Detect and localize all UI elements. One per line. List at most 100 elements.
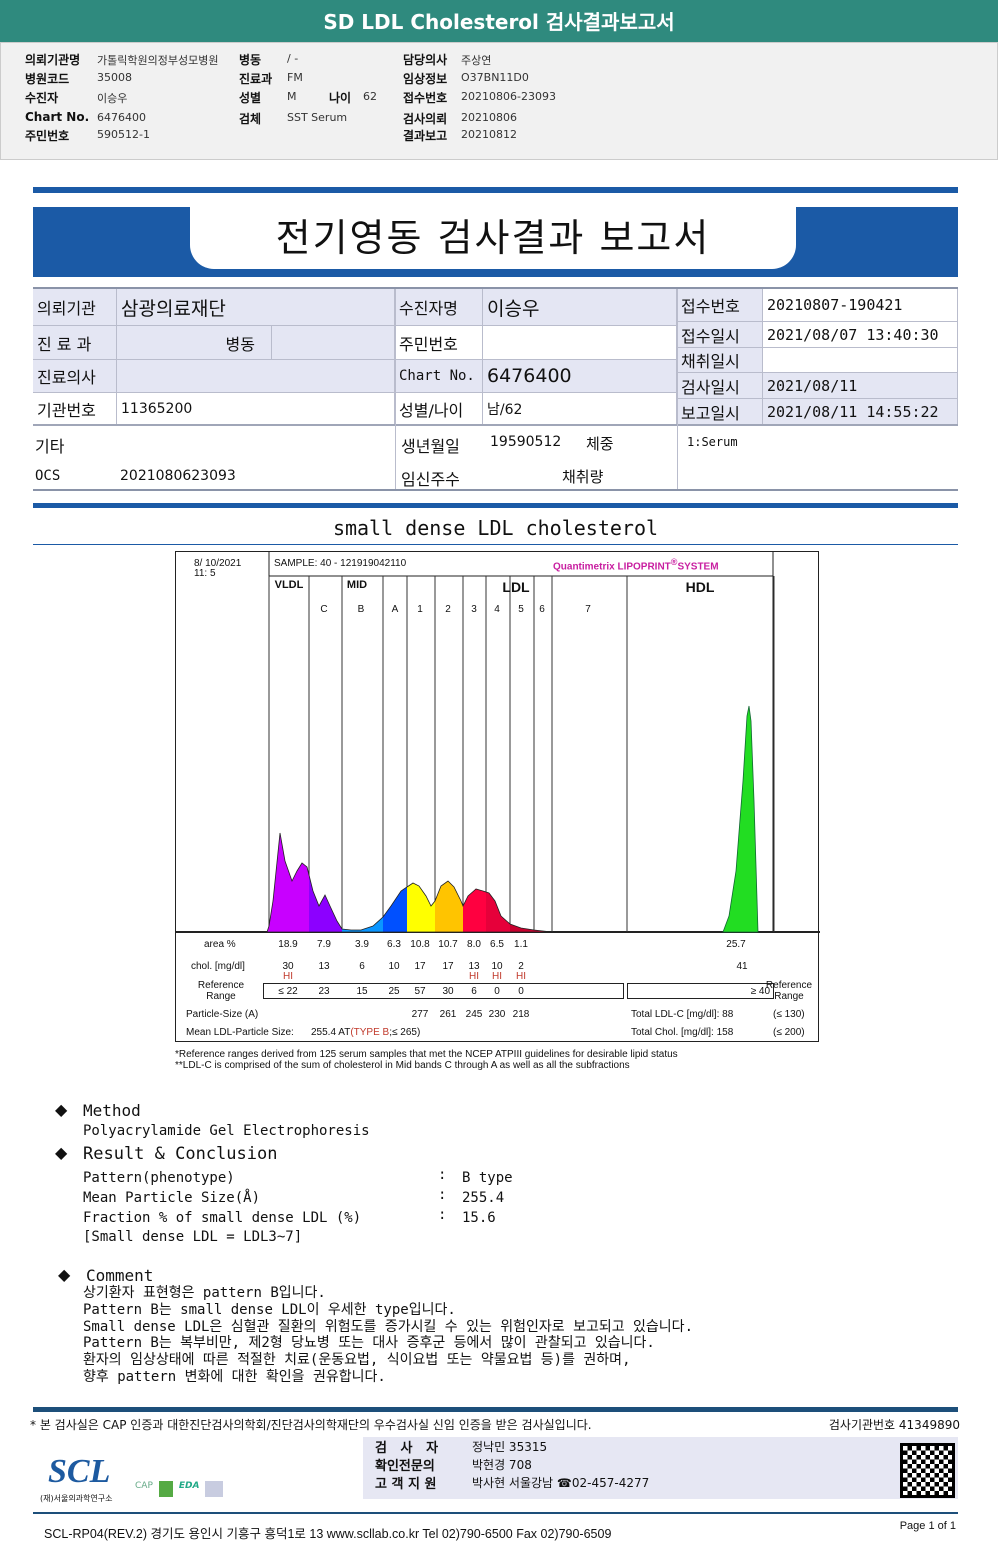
total-chol: Total Chol. [mg/dl]: 158: [631, 1027, 734, 1038]
info-label: 병원코드: [25, 72, 70, 86]
value: [763, 348, 958, 373]
area-value: 7.9: [317, 939, 331, 950]
accreditation-logos: CAP EDA: [135, 1481, 255, 1501]
row-label: Reference Range: [765, 980, 813, 1002]
method-text: Polyacrylamide Gel Electrophoresis: [83, 1123, 370, 1139]
area-value: 10.7: [438, 939, 458, 950]
reference-box-hdl: [627, 983, 774, 999]
band-label: 4: [494, 604, 500, 615]
info-label: 담당의사: [403, 53, 448, 67]
result-value: B type: [462, 1170, 513, 1186]
particle-size: 261: [439, 1009, 457, 1020]
label: 체중: [586, 435, 614, 453]
hdl-area: 25.7: [726, 939, 746, 950]
divider: [33, 503, 958, 508]
comment-line: Pattern B는 복부비만, 제2형 당뇨병 또는 대사 증후군 등에서 많…: [83, 1335, 655, 1352]
page-number: Page 1 of 1: [899, 1520, 956, 1532]
reference-value: 0: [518, 986, 524, 997]
label: 보고일시: [677, 399, 763, 425]
chol-value: 6: [359, 961, 365, 972]
info-value: 62: [363, 90, 377, 103]
divider: [33, 544, 958, 545]
label: Chart No.: [395, 360, 483, 393]
info-label: 결과보고: [403, 129, 448, 143]
cap-logo: CAP: [135, 1481, 153, 1491]
note: *Reference ranges derived from 125 serum…: [175, 1049, 678, 1060]
eda-logo: EDA: [178, 1481, 200, 1491]
comment-line: 향후 pattern 변화에 대한 확인을 권유합니다.: [83, 1368, 386, 1385]
result-value: 15.6: [462, 1210, 496, 1226]
info-label: 나이: [329, 91, 352, 105]
reference-notes: *Reference ranges derived from 125 serum…: [175, 1049, 678, 1071]
trace-band-ldl6: [510, 924, 552, 932]
band-label: 6: [539, 604, 545, 615]
result-label: Mean Particle Size(Å): [83, 1190, 261, 1206]
result-label: Fraction % of small dense LDL (%): [83, 1210, 362, 1226]
info-value: 주상연: [461, 54, 492, 67]
area-value: 6.5: [490, 939, 504, 950]
report-title: 전기영동 검사결과 보고서: [190, 207, 796, 269]
reference-value: 57: [414, 986, 426, 997]
value: 2021/08/07 13:40:30: [763, 322, 958, 348]
reference-value: 15: [356, 986, 368, 997]
birth-date: 19590512: [490, 434, 562, 450]
group-label-mid: MID: [346, 579, 368, 591]
comment-line: 상기환자 표현형은 pattern B입니다.: [83, 1285, 326, 1301]
reference-value: 25: [388, 986, 400, 997]
staff-role: 확인전문의: [375, 1459, 435, 1474]
row-label: chol. [mg/dl]: [191, 961, 245, 972]
chol-value: 13: [468, 961, 480, 972]
info-value: 20210806: [461, 111, 517, 124]
comment-heading: Comment: [86, 1266, 154, 1285]
reference-value: 23: [318, 986, 330, 997]
inst-no: 11365200: [117, 393, 395, 425]
diamond-icon: ◆: [55, 1143, 68, 1162]
info-label: 의뢰기관명: [25, 53, 81, 67]
label: 의뢰기관: [33, 289, 117, 326]
particle-size: 218: [512, 1009, 530, 1020]
result-label: Pattern(phenotype): [83, 1170, 235, 1186]
accreditation-logo: [158, 1481, 173, 1497]
info-value: SST Serum: [287, 111, 348, 124]
high-flag: HI: [516, 971, 526, 982]
brand-logo: Quantimetrix LIPOPRINT®SYSTEM: [553, 557, 719, 572]
band-label: 3: [471, 604, 477, 615]
ocs-value: 2021080623093: [120, 468, 236, 484]
hdl-chol: 41: [736, 961, 748, 972]
chol-value: 17: [414, 961, 426, 972]
ward-label: 병동: [117, 326, 272, 360]
label: 생년월일: [401, 437, 460, 456]
brand-name: Quantimetrix LIPOPRINT: [553, 561, 671, 573]
org-value: 삼광의료재단: [117, 289, 395, 326]
chol-value: 30: [282, 961, 294, 972]
band-label: A: [391, 604, 399, 615]
trace-band-ldl3: [435, 881, 463, 932]
mean-value: 255.4: [311, 1027, 337, 1038]
info-value: 6476400: [97, 111, 146, 124]
label: 주민번호: [395, 326, 483, 360]
mean-type-suffix: ;≤ 265): [389, 1027, 421, 1038]
particle-size: 245: [465, 1009, 483, 1020]
certification-note: * 본 검사실은 CAP 인증과 대한진단검사의학회/진단검사의학재단의 우수검…: [30, 1418, 592, 1432]
trace-band-A: [342, 917, 383, 932]
total-ldl-ref: (≤ 130): [773, 1009, 805, 1020]
label: 접수일시: [677, 322, 763, 348]
group-label-vldl: VLDL: [274, 579, 304, 591]
band-label: C: [320, 604, 328, 615]
chol-value: 17: [442, 961, 454, 972]
high-flag: HI: [492, 971, 502, 982]
comment-line: Pattern B는 small dense LDL이 우세한 type입니다.: [83, 1301, 456, 1318]
brand-mark: ®: [670, 557, 678, 567]
divider: [33, 424, 958, 426]
info-label: 주민번호: [25, 129, 70, 143]
label: 수진자명: [395, 289, 483, 326]
label: 채취량: [562, 468, 604, 486]
reference-box-ldl: [263, 983, 624, 999]
hdl-reference: ≥ 40: [750, 986, 770, 997]
divider: [33, 187, 958, 193]
label: 진료의사: [33, 360, 117, 393]
qr-code: [900, 1443, 955, 1498]
info-value: 20210812: [461, 128, 517, 141]
info-value: 이승우: [97, 92, 128, 105]
staff-role: 검 사 자: [375, 1441, 439, 1456]
